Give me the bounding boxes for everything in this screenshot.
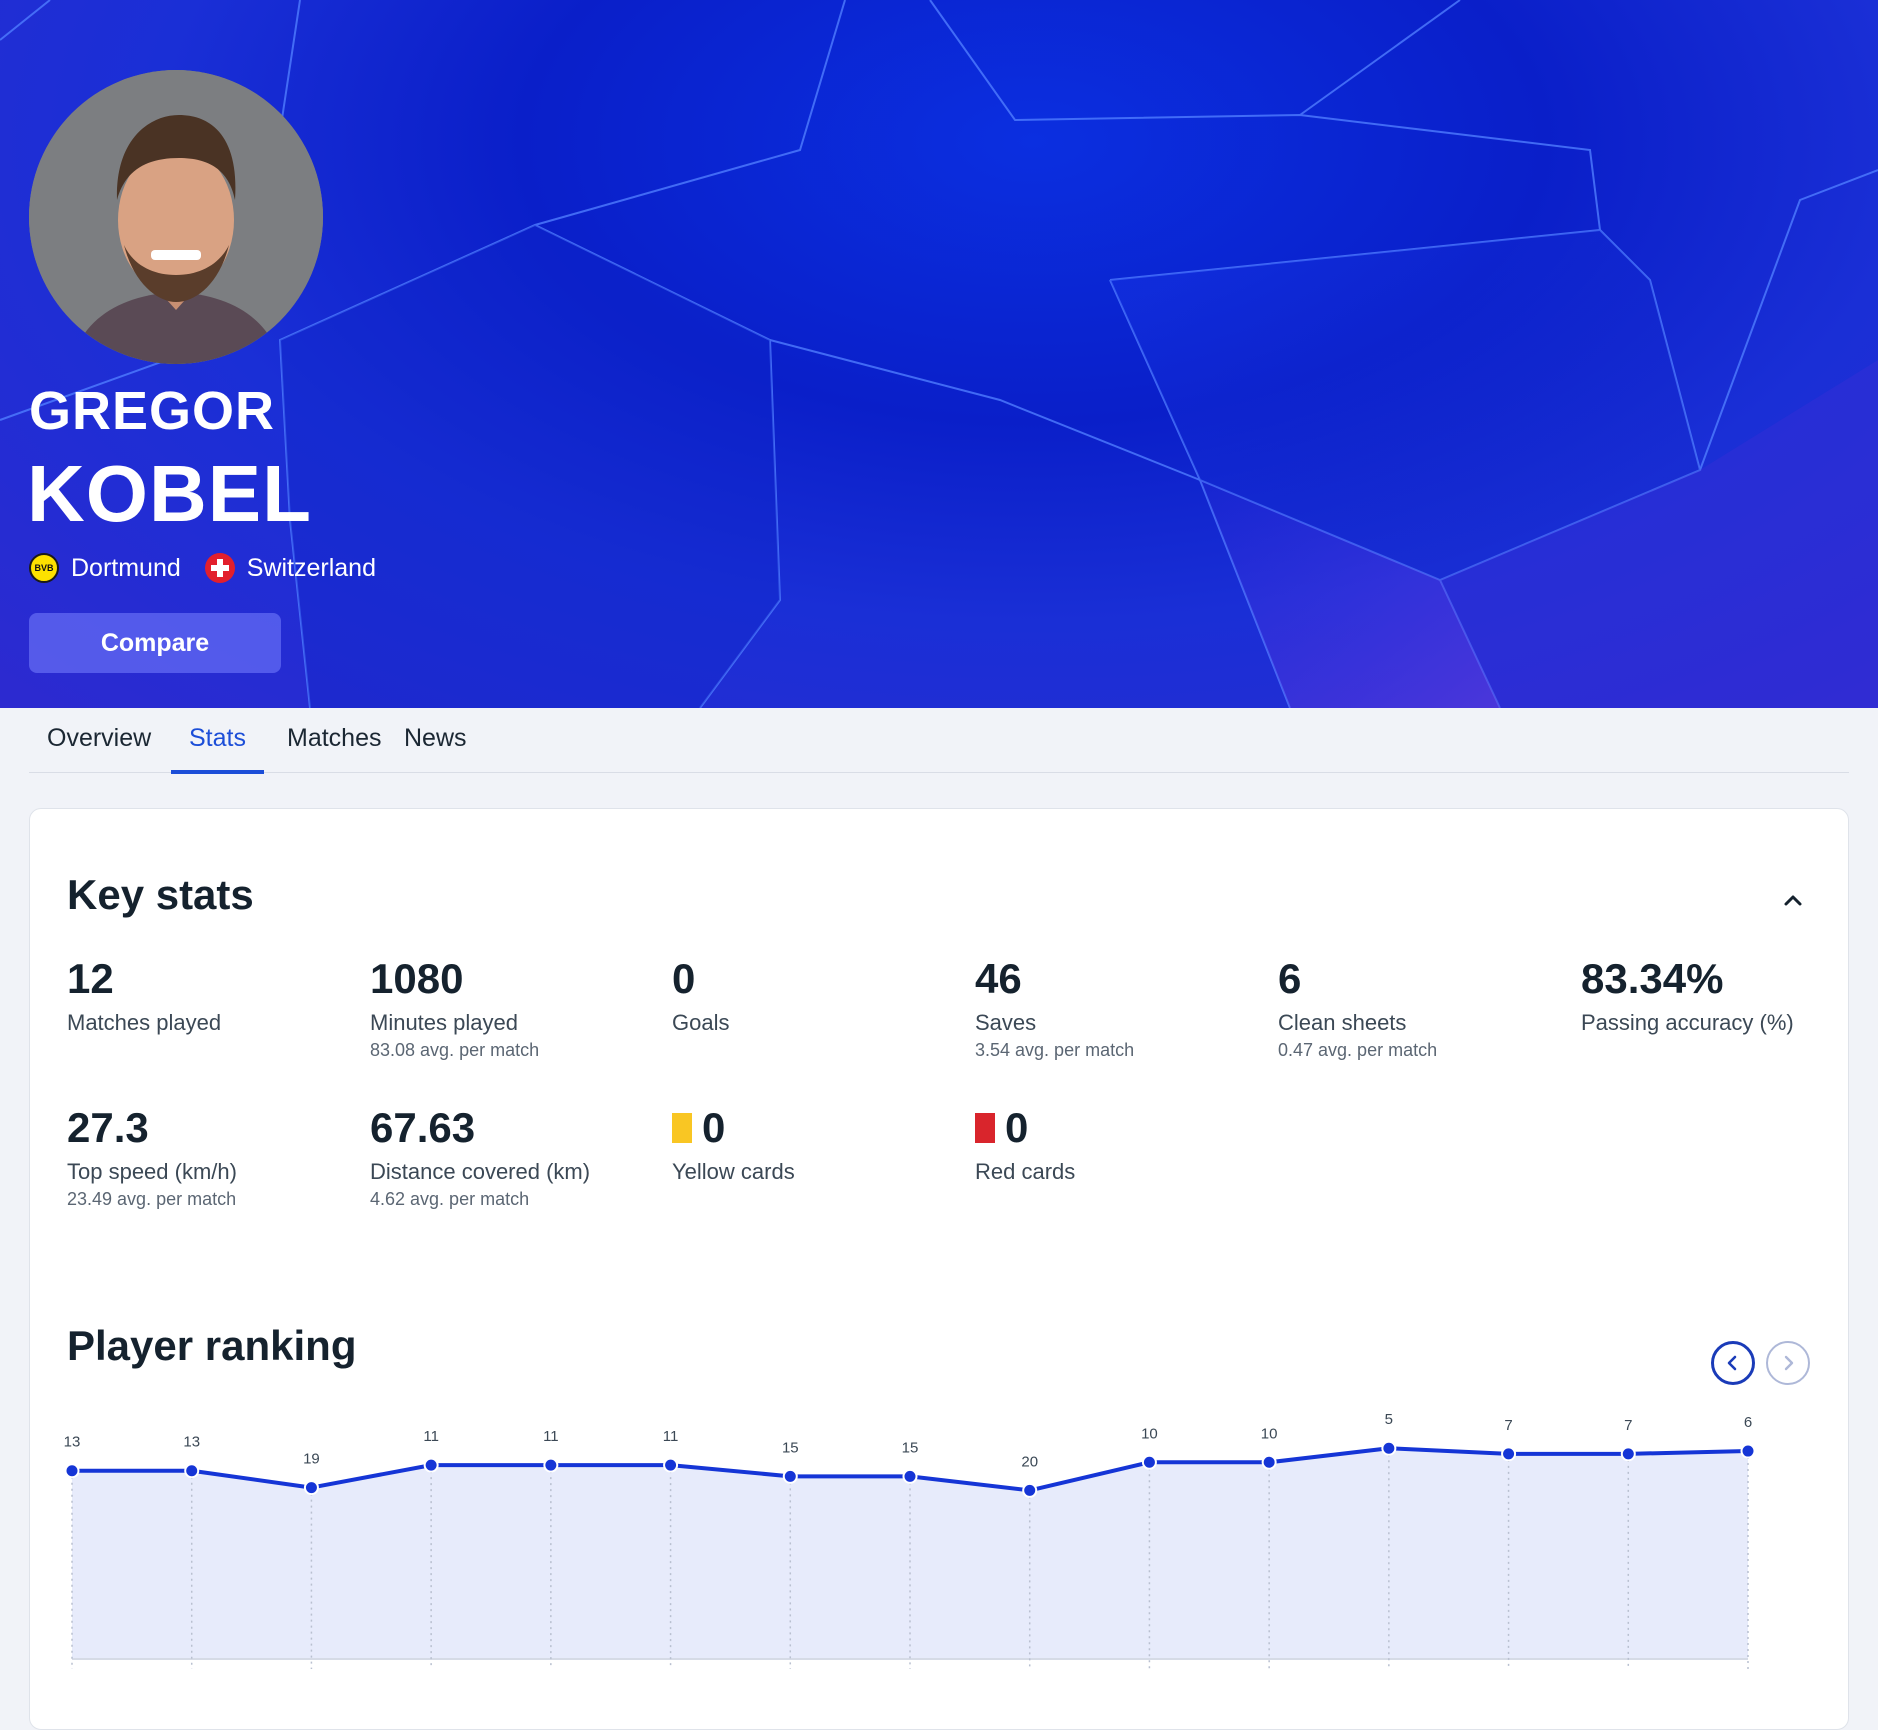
- ranking-point[interactable]: [543, 1457, 559, 1473]
- ranking-point[interactable]: [1381, 1440, 1397, 1456]
- ranking-next-button[interactable]: [1766, 1341, 1810, 1385]
- country-name: Switzerland: [246, 553, 376, 582]
- ranking-point[interactable]: [782, 1468, 798, 1484]
- tab-stats[interactable]: Stats: [171, 724, 264, 774]
- ranking-label: 7: [1504, 1417, 1512, 1434]
- ranking-label: 11: [543, 1428, 559, 1445]
- ranking-point[interactable]: [1620, 1446, 1636, 1462]
- stat-value: 6: [1278, 955, 1302, 1002]
- ranking-label: 10: [1141, 1425, 1158, 1442]
- ranking-label: 5: [1385, 1411, 1393, 1428]
- stat-matches-played: 12 Matches played: [67, 954, 347, 1036]
- stat-value: 67.63: [370, 1104, 476, 1151]
- ranking-point[interactable]: [1740, 1443, 1756, 1459]
- stat-label: Minutes played: [370, 1010, 518, 1035]
- ranking-area: [72, 1448, 1748, 1659]
- ranking-point[interactable]: [1141, 1454, 1157, 1470]
- stat-value: 0: [1005, 1104, 1029, 1151]
- chevron-right-icon: [1784, 1355, 1794, 1371]
- compare-button[interactable]: Compare: [29, 613, 281, 673]
- player-ranking-title: Player ranking: [67, 1322, 357, 1369]
- chevron-left-icon: [1727, 1355, 1737, 1371]
- stat-value: 83.34%: [1581, 955, 1724, 1002]
- stat-label: Passing accuracy (%): [1581, 1010, 1794, 1035]
- ranking-point[interactable]: [1261, 1454, 1277, 1470]
- ranking-label: 15: [902, 1439, 919, 1456]
- player-hero: GREGOR KOBEL BVB Dortmund Switzerland Co…: [0, 0, 1878, 708]
- tab-matches[interactable]: Matches: [287, 724, 382, 752]
- stat-value: 0: [672, 955, 696, 1002]
- chevron-up-icon[interactable]: [1782, 889, 1804, 911]
- stat-avg: 0.47 avg. per match: [1278, 1040, 1438, 1060]
- starball-background: [0, 0, 1878, 708]
- yellow-card-icon: [672, 1113, 692, 1143]
- stat-avg: 23.49 avg. per match: [67, 1189, 237, 1209]
- stat-goals: 0 Goals: [672, 954, 952, 1036]
- player-last-name: KOBEL: [27, 449, 312, 538]
- stat-saves: 46 Saves 3.54 avg. per match: [975, 954, 1255, 1061]
- stat-label: Matches played: [67, 1010, 222, 1035]
- ranking-label: 19: [303, 1451, 320, 1468]
- stat-value-row: 0: [975, 1103, 1255, 1153]
- country-link[interactable]: Switzerland: [204, 553, 376, 583]
- ranking-label: 6: [1744, 1414, 1752, 1431]
- stat-value-row: 0: [672, 1103, 952, 1153]
- stat-avg: 83.08 avg. per match: [370, 1040, 540, 1060]
- ranking-point[interactable]: [663, 1457, 679, 1473]
- player-first-name: GREGOR: [29, 381, 276, 441]
- ranking-label: 15: [782, 1439, 799, 1456]
- ranking-point[interactable]: [423, 1457, 439, 1473]
- stat-value: 46: [975, 955, 1022, 1002]
- ranking-point[interactable]: [902, 1468, 918, 1484]
- stat-label: Clean sheets: [1278, 1010, 1407, 1035]
- stat-yellow-cards: 0 Yellow cards: [672, 1103, 952, 1185]
- stat-label: Goals: [672, 1010, 730, 1035]
- swiss-flag-icon: [204, 553, 235, 583]
- club-logo-icon: BVB: [29, 553, 59, 583]
- stat-value: 27.3: [67, 1104, 149, 1151]
- ranking-label: 13: [183, 1434, 200, 1451]
- stat-red-cards: 0 Red cards: [975, 1103, 1255, 1185]
- club-name: Dortmund: [71, 553, 181, 582]
- stat-avg: 3.54 avg. per match: [975, 1040, 1135, 1060]
- stat-label: Saves: [975, 1010, 1037, 1035]
- stat-label: Yellow cards: [672, 1159, 795, 1184]
- stat-distance-covered: 67.63 Distance covered (km) 4.62 avg. pe…: [370, 1103, 650, 1210]
- ranking-label: 13: [64, 1434, 81, 1451]
- player-avatar: [29, 70, 323, 364]
- stat-label: Top speed (km/h): [67, 1159, 237, 1184]
- tab-overview[interactable]: Overview: [47, 724, 152, 752]
- stat-value: 0: [702, 1104, 726, 1151]
- key-stats-title: Key stats: [67, 871, 254, 918]
- stat-label: Distance covered (km): [370, 1159, 591, 1184]
- stats-card: Key stats 12 Matches played 1080 Minutes…: [29, 808, 1849, 1730]
- ranking-chart: 13 13 19 11 11 11 15 15 20 10 10 5 7 7 6: [64, 1411, 1756, 1669]
- red-card-icon: [975, 1113, 995, 1143]
- stat-value: 12: [67, 955, 114, 1002]
- stat-label: Red cards: [975, 1159, 1076, 1184]
- ranking-label: 11: [663, 1428, 679, 1445]
- stat-passing-accuracy: 83.34% Passing accuracy (%): [1581, 954, 1861, 1036]
- player-tabs: Overview Stats Matches News: [29, 708, 1849, 774]
- tab-news[interactable]: News: [404, 724, 467, 752]
- ranking-label: 7: [1624, 1417, 1632, 1434]
- ranking-point[interactable]: [184, 1463, 200, 1479]
- player-meta: BVB Dortmund Switzerland: [29, 553, 400, 583]
- ranking-label: 11: [423, 1428, 439, 1445]
- stat-top-speed: 27.3 Top speed (km/h) 23.49 avg. per mat…: [67, 1103, 347, 1210]
- ranking-label: 10: [1261, 1425, 1278, 1442]
- stat-avg: 4.62 avg. per match: [370, 1189, 530, 1209]
- club-link[interactable]: BVB Dortmund: [29, 553, 181, 583]
- ranking-point[interactable]: [303, 1480, 319, 1496]
- stat-clean-sheets: 6 Clean sheets 0.47 avg. per match: [1278, 954, 1558, 1061]
- stat-value: 1080: [370, 955, 464, 1002]
- player-photo-icon: [29, 70, 323, 364]
- ranking-point[interactable]: [1022, 1482, 1038, 1498]
- ranking-point[interactable]: [64, 1463, 80, 1479]
- ranking-point[interactable]: [1501, 1446, 1517, 1462]
- stat-minutes-played: 1080 Minutes played 83.08 avg. per match: [370, 954, 650, 1061]
- ranking-prev-button[interactable]: [1711, 1341, 1755, 1385]
- ranking-label: 20: [1021, 1453, 1038, 1470]
